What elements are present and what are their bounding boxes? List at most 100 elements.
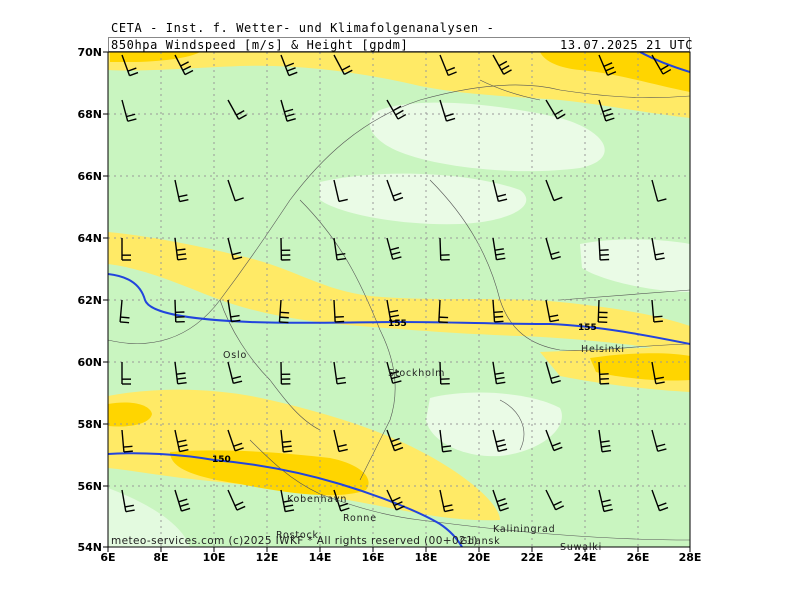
- speed-band-lowest: [580, 239, 690, 292]
- contour-label-155: 155: [388, 319, 407, 329]
- wind-barb: [121, 54, 139, 77]
- wind-barb: [597, 299, 608, 324]
- wind-barb: [545, 99, 566, 120]
- wind-barb: [386, 429, 404, 452]
- wind-barb: [651, 299, 663, 323]
- city-label-stockholm: Stockholm: [388, 368, 445, 379]
- height-contours: [108, 52, 690, 547]
- coastlines: [108, 79, 690, 541]
- wind-barb: [545, 489, 565, 511]
- wind-barb: [227, 99, 247, 120]
- wind-barb: [545, 429, 563, 452]
- wind-barb: [121, 99, 137, 122]
- wind-barb: [492, 54, 512, 75]
- wind-barb: [492, 489, 509, 512]
- wind-barb: [227, 179, 244, 202]
- latitude-labels: 70N 68N 66N 64N 62N 60N 58N 56N 54N: [77, 46, 102, 554]
- city-label-oslo: Oslo: [223, 350, 247, 361]
- wind-barb: [386, 237, 402, 260]
- contour-top: [639, 52, 690, 73]
- wind-barb: [174, 299, 185, 323]
- wind-barb: [598, 99, 615, 122]
- speed-band-high: [590, 353, 690, 381]
- wind-barb: [545, 361, 561, 384]
- wind-barb: [492, 361, 506, 385]
- wind-barb: [439, 361, 450, 385]
- wind-barb: [174, 179, 189, 203]
- wind-barb: [545, 299, 560, 323]
- lon-label: 12E: [256, 551, 279, 564]
- wind-barb: [545, 237, 561, 260]
- wind-barb: [280, 237, 291, 261]
- axis-ticks: [103, 51, 691, 552]
- city-label-gdansk: Gdansk: [460, 536, 501, 547]
- wind-barb: [121, 362, 131, 385]
- wind-barb: [386, 179, 404, 202]
- lat-label: 64N: [77, 232, 102, 245]
- speed-band-lowest: [108, 488, 190, 547]
- wind-barb: [545, 179, 563, 202]
- wind-barb: [227, 237, 243, 261]
- lon-label: 18E: [415, 551, 438, 564]
- wind-barb: [651, 179, 667, 202]
- speed-band-mid: [108, 389, 500, 521]
- lon-label: 22E: [521, 551, 544, 564]
- wind-barb: [598, 429, 612, 453]
- city-label-rostock: Rostock: [276, 530, 319, 541]
- wind-barb: [492, 179, 508, 203]
- wind-barb: [333, 237, 347, 261]
- city-label-ronne: Ronne: [343, 513, 377, 524]
- lon-label: 10E: [203, 551, 226, 564]
- wind-barb: [651, 489, 669, 512]
- speed-band-high: [110, 52, 200, 62]
- wind-barb: [174, 54, 194, 76]
- lat-label: 56N: [77, 480, 102, 493]
- wind-barb: [439, 54, 457, 77]
- lat-label: 66N: [77, 170, 102, 183]
- wind-barb: [333, 489, 350, 512]
- lon-label: 14E: [309, 551, 332, 564]
- wind-barb: [651, 54, 672, 75]
- wind-barb: [278, 299, 290, 324]
- wind-barb: [280, 54, 298, 77]
- lon-label: 28E: [679, 551, 702, 564]
- wind-barb: [227, 489, 246, 511]
- wind-barb: [438, 299, 449, 324]
- wind-barb: [492, 237, 506, 261]
- wind-barb: [651, 429, 667, 452]
- lon-label: 20E: [468, 551, 491, 564]
- wind-barb: [598, 361, 610, 385]
- lat-label: 58N: [77, 418, 102, 431]
- speed-band-mid: [108, 232, 690, 352]
- wind-barb: [492, 299, 504, 323]
- wind-barb: [333, 179, 348, 203]
- wind-barb: [333, 361, 347, 385]
- chart-subtitle: 850hpa Windspeed [m/s] & Height [gpdm]: [111, 38, 409, 52]
- wind-barb: [280, 99, 296, 122]
- speed-band-high: [108, 402, 152, 427]
- windspeed-field: [108, 52, 690, 547]
- wind-barb: [280, 361, 291, 385]
- wind-barb: [227, 361, 243, 385]
- copyright-footer: meteo-services.com (c)2025 IWKF * All ri…: [111, 535, 478, 547]
- wind-barb: [386, 99, 407, 120]
- city-label-kaliningrad: Kaliningrad: [493, 524, 555, 535]
- wind-barb: [492, 429, 508, 453]
- lon-label: 8E: [153, 551, 168, 564]
- city-label-helsinki: Helsinki: [581, 344, 625, 355]
- wind-barb: [651, 361, 665, 385]
- lon-label: 26E: [627, 551, 650, 564]
- longitude-labels: 6E 8E 10E 12E 14E 16E 18E 20E 22E 24E 26…: [100, 551, 701, 564]
- lat-label: 70N: [77, 46, 102, 59]
- wind-barb: [174, 489, 191, 512]
- contour-150: [108, 452, 463, 547]
- contour-label-155: 155: [578, 323, 597, 333]
- wind-barb: [227, 299, 241, 323]
- lon-label: 24E: [574, 551, 597, 564]
- wind-barb: [174, 361, 187, 385]
- wind-barb: [280, 489, 295, 513]
- wind-barbs: [119, 54, 672, 513]
- wind-barb: [386, 361, 402, 384]
- contour-label-150: 150: [212, 455, 231, 465]
